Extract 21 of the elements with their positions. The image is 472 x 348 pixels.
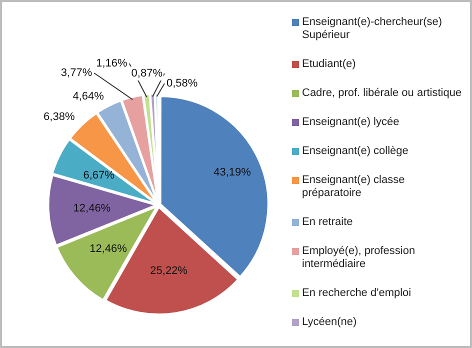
legend-label: Enseignant(e) lycée: [302, 116, 400, 129]
legend-label: Enseignant(e) collège: [302, 145, 408, 158]
data-label: 43,19%: [214, 166, 252, 179]
data-label: 0,87%: [131, 68, 163, 80]
data-label: 25,22%: [150, 264, 188, 277]
data-label: 6,67%: [83, 169, 115, 182]
legend-label: Enseignant(e) classe préparatoire: [302, 174, 406, 200]
data-label: 6,38%: [44, 111, 75, 124]
data-label: 1,16%: [96, 58, 128, 70]
legend-label: Enseignant(e)-chercheur(se) Supérieur: [302, 16, 444, 42]
data-label: 0,58%: [166, 78, 198, 90]
data-label: 3,77%: [60, 67, 92, 80]
legend-label: En recherche d'emploi: [302, 287, 412, 300]
data-label: 12,46%: [73, 202, 111, 214]
legend-label: Etudiant(e): [302, 58, 356, 71]
data-label: 4,64%: [72, 90, 104, 102]
legend-label: En retraite: [302, 216, 353, 229]
legend-label: Employé(e), profession intermédiaire: [302, 245, 416, 271]
legend-label: Cadre, prof. libérale ou artistique: [302, 87, 462, 100]
data-label: 12,46%: [90, 242, 128, 255]
legend-label: Lycéen(ne): [302, 316, 357, 329]
